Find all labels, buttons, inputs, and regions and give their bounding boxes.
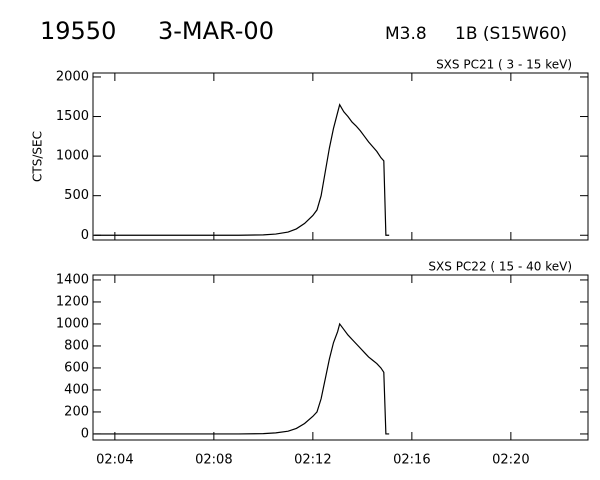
flare-class: M3.8 (385, 24, 427, 44)
y-tick-label: 800 (64, 338, 89, 353)
y-tick-label: 1000 (56, 316, 89, 331)
y-tick-label: 0 (81, 228, 89, 243)
y-tick-label: 0 (81, 426, 89, 441)
y-tick-label: 500 (64, 188, 89, 203)
y-tick-label: 1500 (56, 109, 89, 124)
x-tick-label: 02:20 (492, 453, 529, 468)
panel-title: SXS PC22 ( 15 - 40 keV) (428, 260, 572, 274)
y-axis-label: CTS/SEC (31, 131, 45, 182)
count-rate-line (94, 322, 390, 435)
event-number: 19550 (40, 17, 116, 45)
panel-title: SXS PC21 ( 3 - 15 keV) (436, 58, 572, 72)
x-tick-label: 02:12 (294, 453, 331, 468)
flare-location: 1B (S15W60) (455, 24, 567, 44)
y-tick-label: 1000 (56, 149, 89, 164)
x-tick-label: 02:16 (393, 453, 430, 468)
y-tick-label: 400 (64, 382, 89, 397)
plot-frame (92, 274, 589, 441)
x-tick-label: 02:08 (195, 453, 232, 468)
y-tick-label: 2000 (56, 69, 89, 84)
y-tick-label: 200 (64, 404, 89, 419)
y-tick-label: 1400 (56, 272, 89, 287)
x-tick-label: 02:04 (96, 453, 133, 468)
y-tick-label: 1200 (56, 294, 89, 309)
count-rate-line (94, 103, 390, 236)
event-date: 3-MAR-00 (158, 17, 274, 45)
y-tick-label: 600 (64, 360, 89, 375)
